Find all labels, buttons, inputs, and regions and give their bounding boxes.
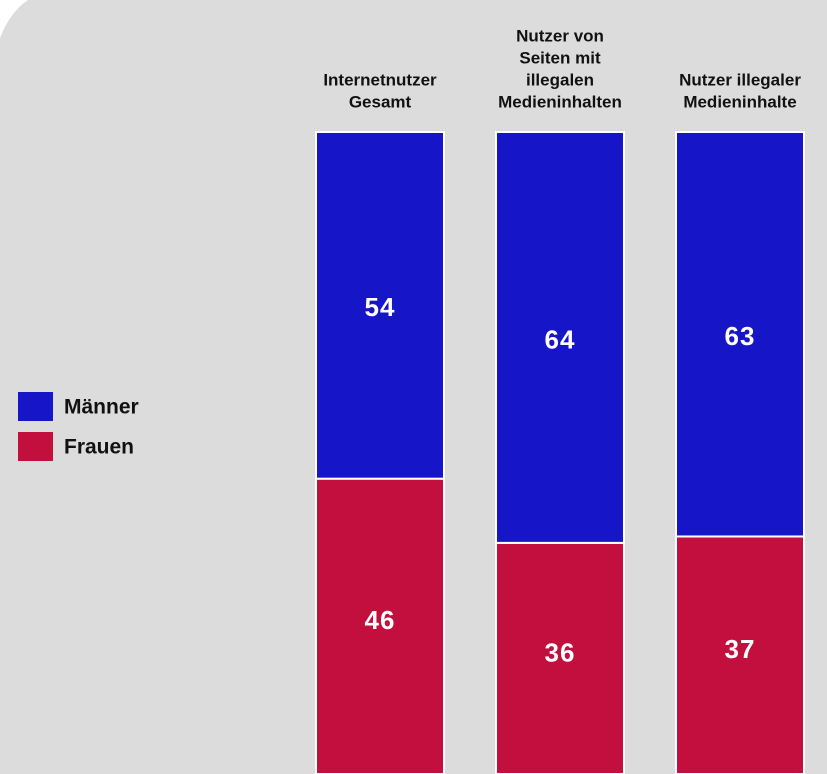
- x-tick-label: illegalen: [526, 70, 594, 89]
- x-tick-label: Seiten mit: [519, 48, 601, 67]
- value-label: 63: [725, 321, 756, 351]
- legend-swatch: [18, 432, 53, 461]
- bar-segment: [495, 541, 625, 774]
- bar-segment: [315, 477, 445, 774]
- x-tick-label: Internetnutzer: [323, 70, 437, 89]
- value-label: 54: [365, 292, 396, 322]
- value-label: 64: [545, 324, 576, 354]
- bar-segment: [315, 131, 445, 480]
- legend-label: Frauen: [64, 436, 134, 459]
- x-tick-label: Nutzer von: [516, 26, 604, 45]
- value-label: 37: [725, 634, 756, 664]
- value-label: 36: [545, 637, 576, 667]
- legend-swatch: [18, 392, 53, 421]
- value-label: 46: [365, 605, 396, 635]
- x-tick-label: Medieninhalten: [498, 92, 622, 111]
- bar-segment: [675, 131, 805, 538]
- corner-decoration: [0, 0, 28, 38]
- x-tick-label: Medieninhalte: [683, 92, 796, 111]
- bar-segment: [675, 535, 805, 774]
- bar-segment: [495, 131, 625, 544]
- x-tick-label: Nutzer illegaler: [679, 70, 801, 89]
- x-tick-label: Gesamt: [349, 92, 412, 111]
- legend-label: Männer: [64, 396, 139, 419]
